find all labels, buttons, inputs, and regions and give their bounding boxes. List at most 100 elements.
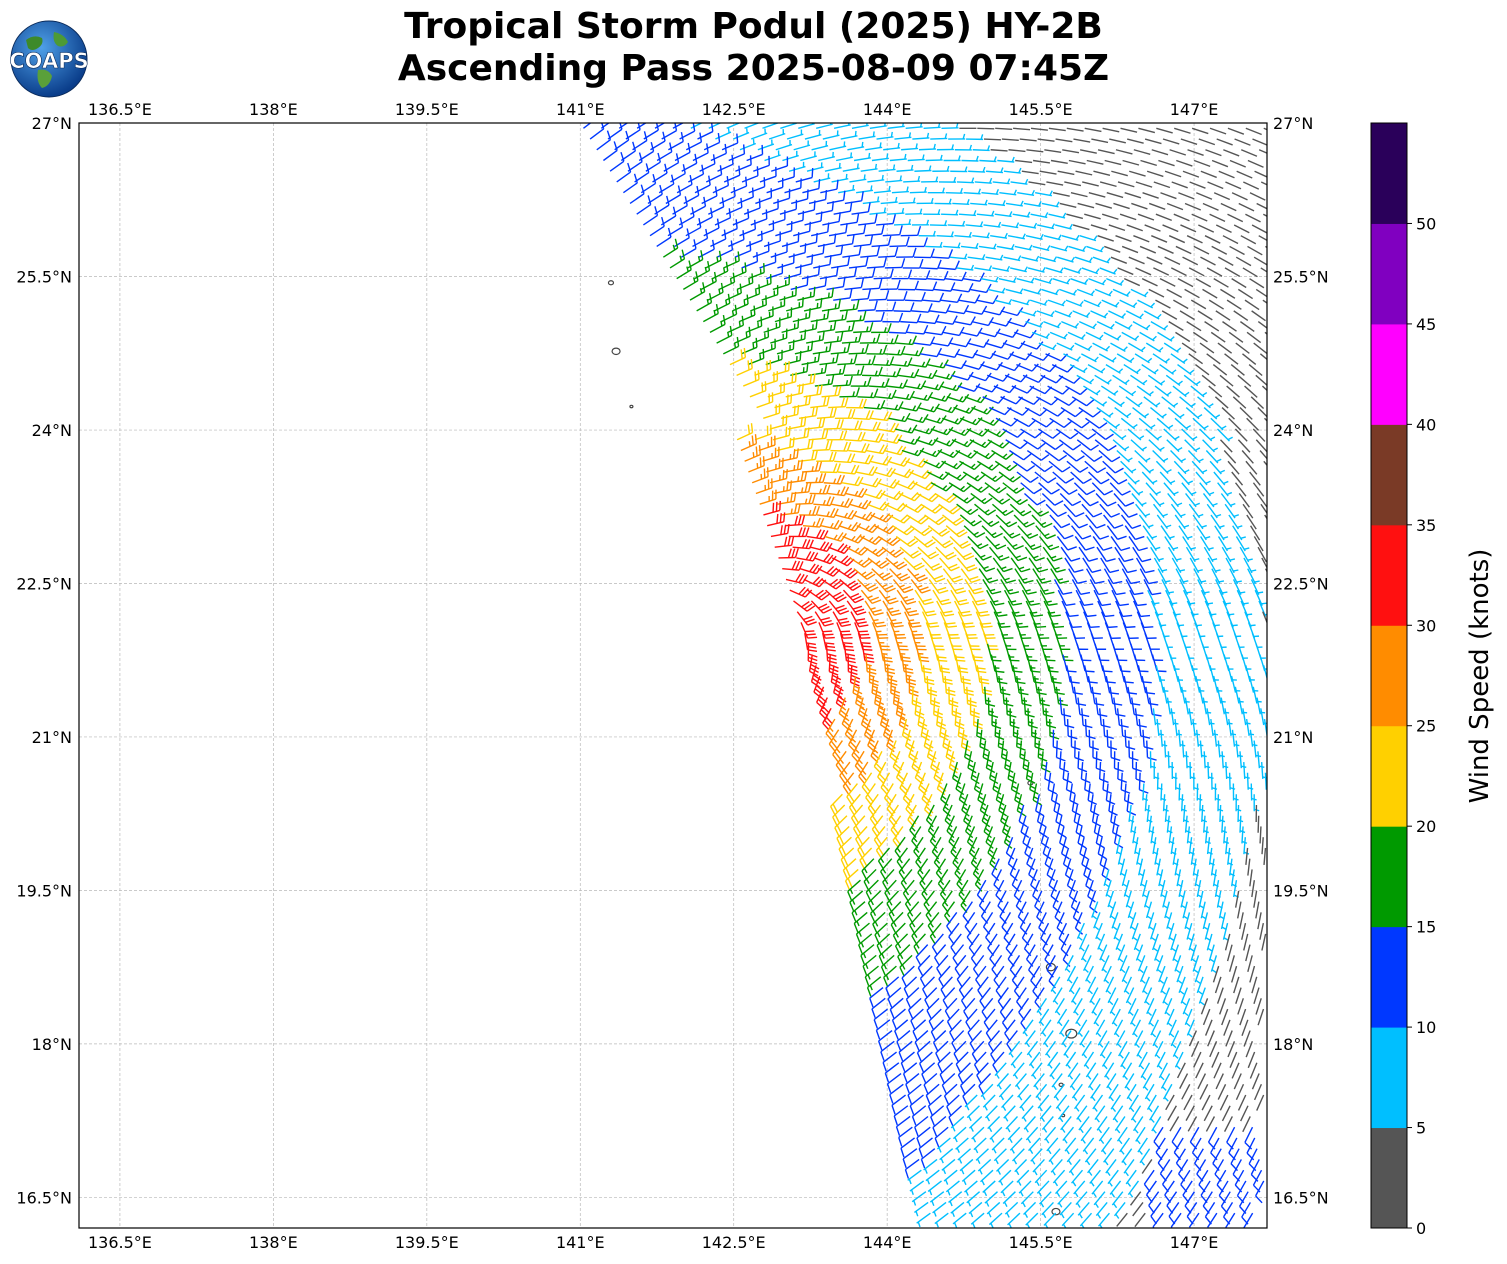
wind-barb	[1065, 385, 1088, 396]
barb-shaft	[712, 184, 729, 194]
barb-half-flag	[944, 220, 948, 226]
wind-barb	[889, 236, 910, 248]
wind-barb	[1010, 557, 1031, 573]
barb-flag	[1037, 442, 1046, 450]
wind-barb	[1215, 310, 1231, 321]
wind-barb	[1135, 181, 1153, 188]
barb-flag	[934, 314, 940, 324]
wind-barb	[741, 252, 759, 269]
barb-half-flag	[1018, 566, 1025, 570]
barb-half-flag	[1226, 547, 1232, 550]
barb-shaft	[1055, 138, 1073, 143]
barb-shaft	[1032, 245, 1050, 252]
wind-barb	[1173, 213, 1190, 222]
barb-flag	[1028, 533, 1039, 539]
wind-barb	[910, 391, 934, 402]
wind-barb	[1044, 149, 1062, 153]
wind-barb	[1078, 546, 1099, 562]
barb-shaft	[913, 342, 931, 346]
barb-half-flag	[908, 339, 912, 345]
wind-barb	[1196, 525, 1211, 541]
wind-barb	[1237, 288, 1254, 300]
barb-flag	[841, 633, 852, 636]
barb-shaft	[775, 143, 793, 151]
barb-flag	[821, 429, 826, 439]
barb-flag	[1050, 488, 1060, 495]
wind-barb	[910, 578, 931, 594]
barb-half-flag	[861, 571, 867, 576]
barb-flag	[677, 185, 682, 195]
barb-shaft	[1200, 536, 1211, 552]
barb-half-flag	[1119, 279, 1125, 285]
barb-flag	[856, 611, 867, 616]
barb-flag	[1109, 569, 1120, 574]
barb-half-flag	[944, 133, 948, 139]
wind-barb	[727, 315, 745, 333]
barb-shaft	[958, 299, 976, 304]
wind-barb	[943, 242, 961, 249]
wind-barb	[991, 449, 1014, 460]
wind-barb	[1090, 632, 1107, 650]
barb-flag	[1065, 477, 1075, 484]
barb-half-flag	[922, 154, 925, 160]
chart-title: Tropical Storm Podul (2025) HY-2B Ascend…	[0, 6, 1507, 90]
barb-half-flag	[804, 498, 808, 504]
barb-flag	[872, 421, 878, 431]
wind-barb	[775, 221, 793, 237]
wind-barb	[1179, 579, 1192, 595]
barb-half-flag	[876, 403, 881, 409]
barb-shaft	[878, 255, 896, 258]
barb-half-flag	[848, 325, 851, 332]
wind-barb	[851, 454, 874, 465]
wind-barb	[1097, 235, 1114, 242]
barb-shaft	[1188, 503, 1201, 519]
barb-flag	[941, 325, 947, 335]
barb-shaft	[752, 336, 769, 344]
barb-half-flag	[858, 559, 863, 564]
barb-flag	[869, 596, 880, 602]
wind-barb	[714, 208, 732, 226]
barb-shaft	[1169, 149, 1187, 156]
barb-half-flag	[1190, 402, 1196, 407]
barb-shaft	[1226, 385, 1240, 398]
barb-shaft	[1108, 224, 1126, 232]
barb-shaft	[725, 206, 743, 215]
barb-shaft	[1128, 342, 1144, 353]
barb-shaft	[951, 374, 968, 381]
barb-flag	[924, 539, 934, 546]
barb-shaft	[1047, 611, 1056, 628]
barb-shaft	[904, 299, 922, 302]
barb-flag	[824, 190, 828, 200]
barb-flag	[842, 364, 846, 374]
barb-flag	[632, 141, 637, 152]
barb-shaft	[1004, 374, 1022, 383]
barb-flag	[711, 239, 715, 250]
wind-barb	[822, 212, 841, 226]
wind-barb	[1013, 127, 1031, 131]
barb-flag	[791, 560, 797, 570]
barb-half-flag	[786, 497, 789, 503]
wind-barb	[1086, 245, 1105, 253]
barb-shaft	[1228, 417, 1242, 431]
barb-shaft	[1019, 138, 1037, 142]
barb-shaft	[785, 523, 803, 527]
barb-shaft	[1001, 224, 1019, 229]
barb-flag	[956, 293, 963, 303]
wind-barb	[1190, 299, 1207, 310]
barb-half-flag	[727, 331, 730, 338]
barb-flag	[843, 486, 850, 496]
barb-half-flag	[948, 198, 952, 204]
wind-barb	[810, 541, 833, 552]
barb-shaft	[980, 277, 998, 283]
barb-shaft	[1007, 235, 1025, 240]
barb-flag	[847, 509, 854, 519]
wind-barb	[1187, 450, 1204, 464]
barb-shaft	[935, 546, 949, 560]
wind-barb	[1257, 407, 1267, 418]
barb-shaft	[745, 325, 762, 334]
barb-half-flag	[1041, 266, 1046, 273]
barb-shaft	[1237, 439, 1251, 453]
barb-flag	[821, 593, 830, 601]
barb-shaft	[1231, 471, 1244, 486]
wind-barb	[960, 242, 979, 249]
